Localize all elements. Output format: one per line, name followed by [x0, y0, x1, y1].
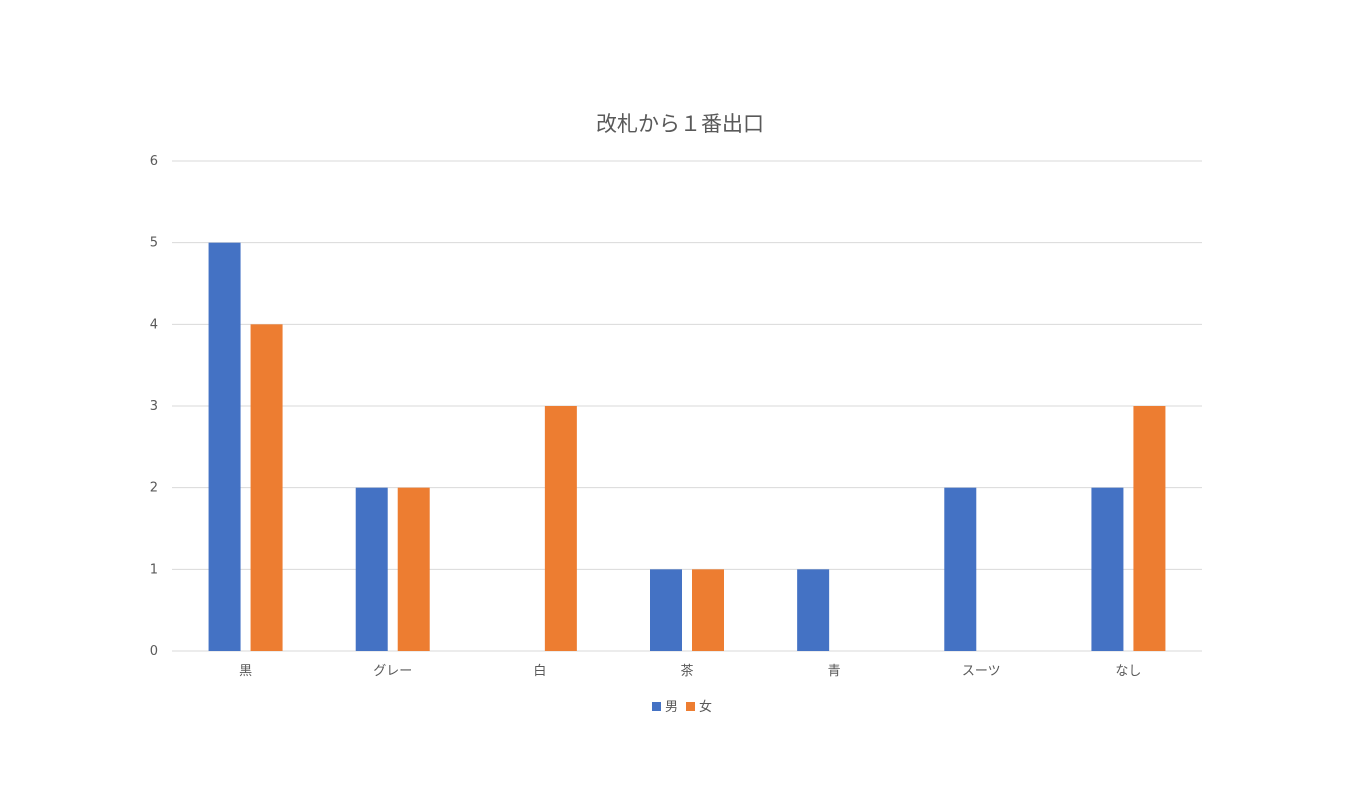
legend-label: 女: [699, 699, 712, 715]
y-tick-label: 0: [150, 644, 158, 659]
bar-男-スーツ: [944, 487, 977, 651]
legend: 男女: [652, 699, 712, 715]
x-tick-label: スーツ: [962, 664, 1001, 679]
bar-女-白: [544, 406, 577, 651]
x-tick-label: 茶: [680, 663, 693, 679]
x-tick-label: 青: [828, 664, 841, 679]
legend-label: 男: [665, 700, 678, 715]
bar-男-青: [797, 569, 830, 651]
bars: [208, 242, 1166, 651]
bar-男-グレー: [355, 487, 388, 651]
bar-女-グレー: [397, 487, 430, 651]
chart-title: 改札から１番出口: [596, 112, 764, 136]
legend-swatch: [652, 702, 661, 711]
y-axis-ticks: 0 1 2 3 4 5 6: [150, 154, 158, 659]
x-tick-label: なし: [1115, 664, 1141, 679]
x-tick-label: グレー: [373, 664, 412, 679]
bar-男-黒: [208, 242, 241, 651]
bar-女-なし: [1133, 406, 1166, 651]
y-tick-label: 1: [150, 562, 158, 577]
bar-男-なし: [1091, 487, 1124, 651]
y-tick-label: 4: [150, 317, 158, 332]
y-tick-label: 5: [150, 236, 158, 251]
bar-男-茶: [650, 569, 682, 651]
x-axis-labels: 黒 グレー 白 茶 青 スーツ なし: [239, 663, 1141, 679]
x-tick-label: 白: [533, 663, 546, 679]
gridlines: [172, 160, 1202, 652]
y-tick-label: 6: [150, 154, 158, 169]
y-tick-label: 3: [150, 399, 158, 414]
bar-女-茶: [692, 569, 724, 651]
y-tick-label: 2: [150, 481, 158, 496]
legend-swatch: [686, 702, 695, 711]
x-tick-label: 黒: [239, 664, 252, 679]
bar-女-黒: [250, 324, 283, 651]
